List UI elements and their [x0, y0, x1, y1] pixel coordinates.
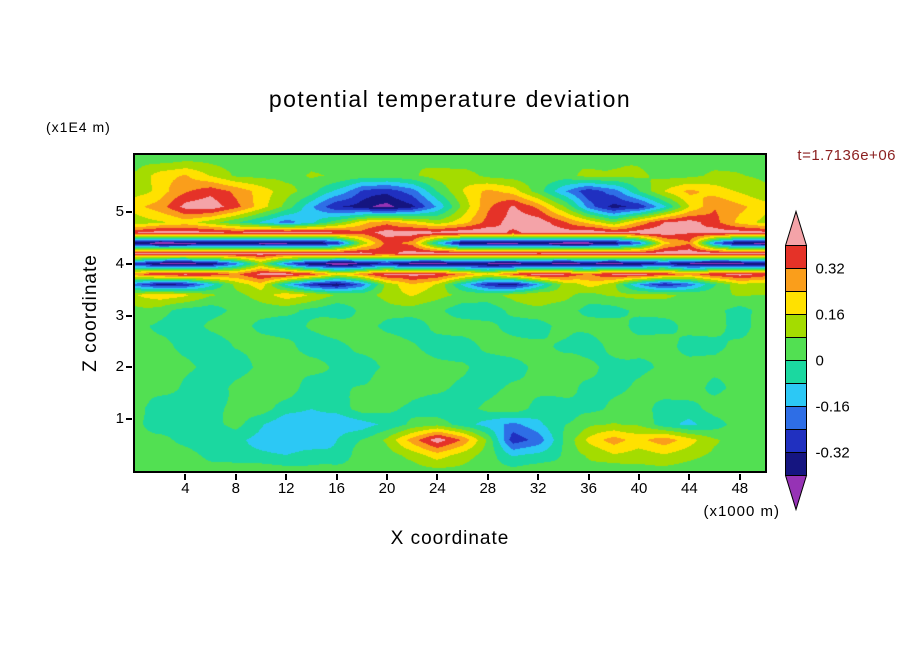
x-tick-mark [486, 474, 489, 480]
x-tick-label: 40 [630, 480, 648, 497]
x-tick-mark [386, 474, 388, 480]
y-tick-label: 1 [115, 410, 124, 428]
colorbar-segment [785, 268, 807, 292]
x-tick-mark [335, 474, 338, 480]
x-tick-mark [638, 474, 640, 480]
y-tick-mark [126, 314, 132, 317]
x-tick-mark [184, 474, 187, 480]
page-title: potential temperature deviation [268, 86, 632, 112]
colorbar-arrow-down-icon [784, 475, 808, 512]
x-tick-mark [688, 474, 691, 480]
x-tick-label: 36 [580, 480, 597, 497]
x-tick-label: 20 [378, 480, 396, 497]
x-tick-mark [537, 474, 540, 480]
y-tick-label: 4 [115, 254, 124, 272]
timestamp: t=1.7136e+06 [797, 147, 896, 164]
x-axis-units: (x1000 m) [703, 503, 780, 520]
colorbar-segment [785, 383, 807, 407]
colorbar-segment [785, 337, 807, 361]
x-tick-label: 32 [529, 480, 547, 497]
x-tick-label: 12 [277, 480, 295, 497]
colorbar-segment [785, 245, 807, 269]
contour-canvas [135, 155, 765, 471]
colorbar-label: 0.16 [816, 307, 845, 324]
x-tick-label: 4 [181, 480, 190, 497]
x-tick-label: 28 [479, 480, 497, 497]
x-tick-mark [587, 474, 590, 480]
colorbar-label: 0.32 [816, 261, 845, 278]
y-tick-mark [126, 210, 132, 213]
x-tick-label: 8 [231, 480, 240, 497]
colorbar-arrow-up-icon [784, 209, 808, 246]
x-axis-title: X coordinate [390, 528, 510, 549]
colorbar-svg: 0.32 0.16 0 -0.16 -0.32 [784, 209, 850, 512]
y-tick-label: 5 [115, 202, 124, 220]
y-tick-mark [126, 418, 132, 421]
colorbar-segment [785, 452, 807, 476]
colorbar: 0.32 0.16 0 -0.16 -0.32 [784, 206, 904, 518]
y-axis-units: (x1E4 m) [46, 119, 111, 135]
x-tick-label: 44 [681, 480, 698, 497]
colorbar-segment [785, 314, 807, 338]
colorbar-segment [785, 429, 807, 453]
colorbar-label: 0 [816, 353, 824, 370]
colorbar-segment [785, 406, 807, 430]
y-tick-mark [126, 366, 132, 369]
x-tick-label: 24 [429, 480, 446, 497]
x-tick-mark [234, 474, 237, 480]
y-tick-mark [126, 262, 132, 265]
y-tick-label: 3 [115, 306, 124, 324]
x-tick-mark [738, 474, 741, 480]
colorbar-segment [785, 291, 807, 315]
x-tick-label: 48 [731, 480, 749, 497]
x-tick-mark [285, 474, 288, 480]
x-tick-mark [436, 474, 439, 480]
colorbar-label: -0.16 [816, 399, 850, 416]
plot-area [133, 153, 767, 473]
x-tick-label: 16 [328, 480, 345, 497]
y-tick-label: 2 [115, 358, 124, 376]
colorbar-segment [785, 360, 807, 384]
colorbar-label: -0.32 [816, 445, 850, 462]
